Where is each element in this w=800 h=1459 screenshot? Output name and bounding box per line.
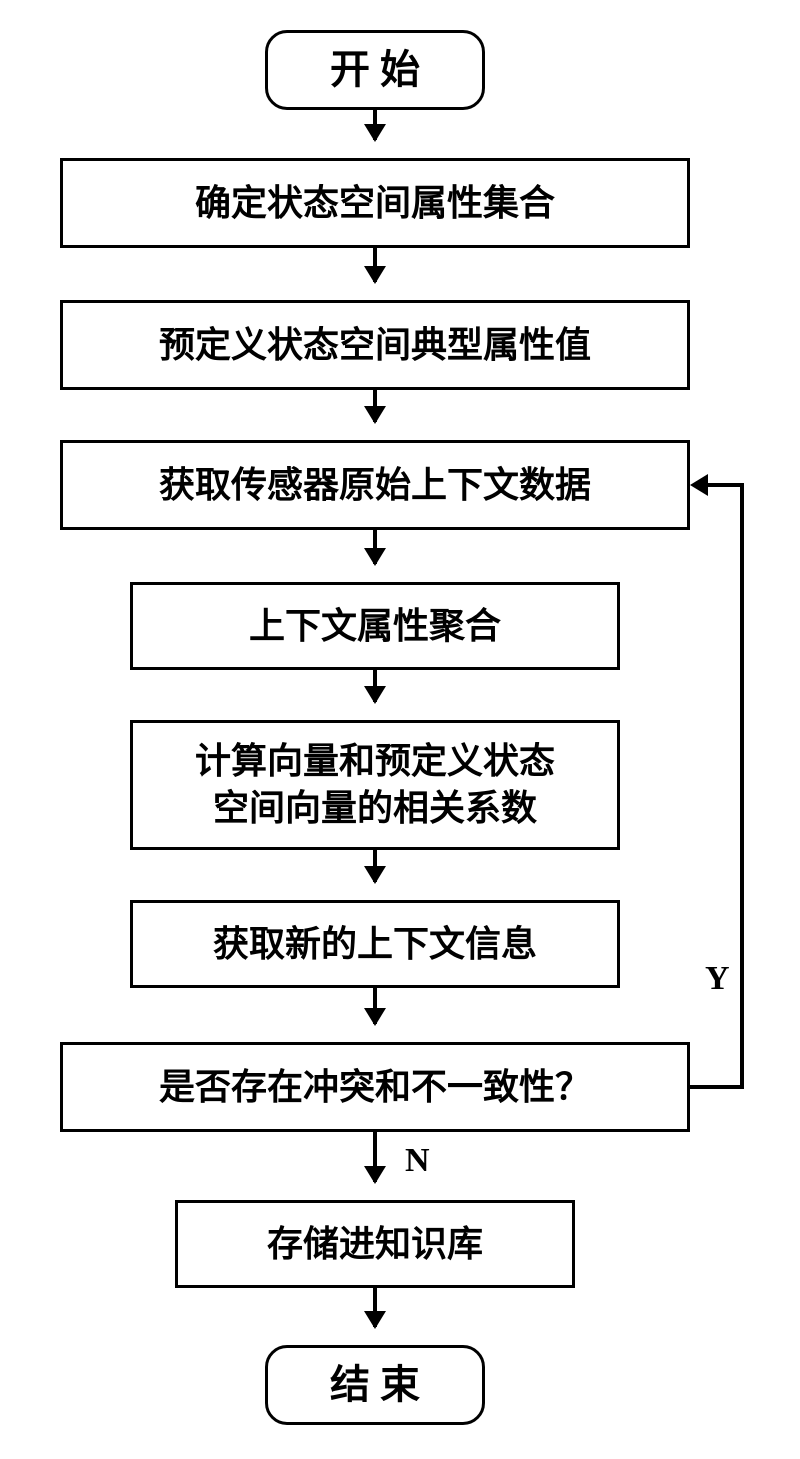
flowchart-canvas: 开 始确定状态空间属性集合预定义状态空间典型属性值获取传感器原始上下文数据上下文… [0, 0, 800, 1459]
node-label: 确定状态空间属性集合 [195, 180, 555, 227]
node-n1: 确定状态空间属性集合 [60, 158, 690, 248]
edge-feedback-h1 [690, 1085, 744, 1089]
edge-n7-n8 [373, 1132, 377, 1182]
edge-n3-n4 [373, 530, 377, 564]
node-label: 获取新的上下文信息 [213, 921, 537, 968]
node-label: 计算向量和预定义状态 空间向量的相关系数 [195, 738, 555, 832]
node-n8: 存储进知识库 [175, 1200, 575, 1288]
edge-n8-end [373, 1288, 377, 1327]
node-n3: 获取传感器原始上下文数据 [60, 440, 690, 530]
node-label: 获取传感器原始上下文数据 [159, 462, 591, 509]
node-n4: 上下文属性聚合 [130, 582, 620, 670]
node-label: 预定义状态空间典型属性值 [159, 322, 591, 369]
edge-n4-n5 [373, 670, 377, 702]
node-n7: 是否存在冲突和不一致性？ [60, 1042, 690, 1132]
edge-label-N: N [405, 1142, 430, 1180]
edge-feedback-arrowhead [690, 474, 708, 496]
edge-n2-n3 [373, 390, 377, 422]
edge-n6-n7 [373, 988, 377, 1024]
node-n2: 预定义状态空间典型属性值 [60, 300, 690, 390]
edge-feedback-v [740, 483, 744, 1089]
node-label: 上下文属性聚合 [249, 603, 501, 650]
node-start: 开 始 [265, 30, 485, 110]
edge-n5-n6 [373, 850, 377, 882]
edge-label-Y: Y [705, 960, 730, 998]
edge-start-n1 [373, 110, 377, 140]
node-n5: 计算向量和预定义状态 空间向量的相关系数 [130, 720, 620, 850]
edge-feedback-h2 [706, 483, 744, 487]
node-label: 开 始 [330, 44, 420, 96]
edge-n1-n2 [373, 248, 377, 282]
node-end: 结 束 [265, 1345, 485, 1425]
node-n6: 获取新的上下文信息 [130, 900, 620, 988]
node-label: 是否存在冲突和不一致性？ [159, 1064, 591, 1111]
node-label: 存储进知识库 [267, 1221, 483, 1268]
node-label: 结 束 [330, 1359, 420, 1411]
